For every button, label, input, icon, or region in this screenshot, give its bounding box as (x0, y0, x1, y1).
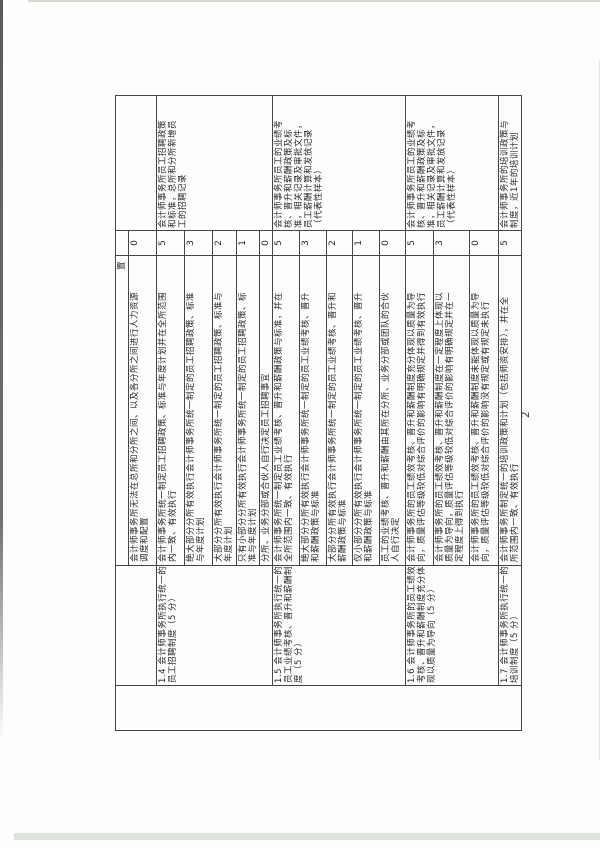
item-cell: 1.6 会计师事务所的员工绩效 考核、晋升和薪酬制度充分体 现以质量为导向（5 … (405, 565, 499, 686)
table-row: 1.4 会计师事务所执行统一的 员工招聘制度（5 分） 会计师事务所统一制定员工招… (156, 95, 273, 731)
item-cell: 1.7 会计师事务所执行统一的 培训制度（5 分） (498, 565, 522, 686)
criteria-cell: 仅小部分分所有效执行会计师事务所统一制定的员工业绩考核、晋升 和薪酬政策与标准 (352, 255, 380, 566)
criteria-cell: 会计师事务所的员工绩效考核、晋升和薪酬制度未能体现以质量为导 向，质量评估等级较… (469, 255, 499, 566)
table-row: 1.5 会计师事务所执行统一的 员工业绩考核、晋升和薪酬制 度（5 分） 会计师事… (272, 95, 406, 731)
scan-edge-bottom (14, 833, 600, 840)
criteria-cell: 会计师事务所无法在总所和分所之间、以及各分所之间进行人力资源 调度和配置 (128, 255, 157, 566)
score-cell (115, 230, 129, 256)
score-cell: 5 (405, 230, 434, 256)
item-cell: 1.4 会计师事务所执行统一的 员工招聘制度（5 分） (156, 565, 273, 686)
score-cell: 5 (156, 230, 185, 256)
evaluation-table: 置会计师事务所无法在总所和分所之间、以及各分所之间进行人力资源 调度和配置 0 1.… (115, 95, 522, 731)
evidence-cell: 会计师事务所员工招聘政策 和标准，总所和分所新增员 工的招聘记录 (156, 95, 273, 231)
category-cell (115, 685, 522, 731)
criteria-cell: 会计师事务所的员工绩效考核、晋升和薪酬制度在一定程度上体现以 质量为导向，质量评… (433, 255, 470, 566)
criteria-cell: 会计师事务所制定统一的培训政策和计划（包括师资安排），并在全 所范围内一致、有效… (498, 255, 522, 566)
evaluation-table-body: 置会计师事务所无法在总所和分所之间、以及各分所之间进行人力资源 调度和配置 0 1.… (115, 95, 522, 731)
criteria-cell: 大部分分所有效执行会计师事务所统一制定的员工业绩考核、晋升和 薪酬政策与标准 (326, 255, 353, 566)
scan-edge-left (0, 0, 3, 740)
scan-edge-top (28, 0, 600, 2)
score-cell: 1 (236, 230, 260, 256)
page-number: 2 (520, 411, 532, 418)
score-cell: 3 (299, 230, 327, 256)
criteria-cell: 只有小部分分所有效执行会计师事务所统一制定的员工招聘政策、标 准与年度计划 (236, 255, 260, 566)
criteria-cell: 会计师事务所统一制定员工招聘政策、标准与年度计划并在全所范围 内一致、有效执行 (156, 255, 185, 566)
criteria-cell: 会计师事务所统一制定员工业绩考核、晋升和薪酬政策与标准，并在 全所范围内一致、有… (272, 255, 300, 566)
score-cell: 1 (352, 230, 380, 256)
score-cell: 0 (259, 230, 273, 256)
item-cell: 1.5 会计师事务所执行统一的 员工业绩考核、晋升和薪酬制 度（5 分） (272, 565, 406, 686)
table-row: 1.6 会计师事务所的员工绩效 考核、晋升和薪酬制度充分体 现以质量为导向（5 … (405, 95, 499, 731)
criteria-cell: 分所、业务分部或合伙人自行决定员工招聘事宜 (259, 255, 273, 566)
score-cell: 3 (184, 230, 213, 256)
score-cell: 2 (326, 230, 353, 256)
table-row: 1.7 会计师事务所执行统一的 培训制度（5 分） 会计师事务所制定统一的培训政策… (498, 95, 522, 731)
score-cell: 0 (469, 230, 499, 256)
score-cell: 5 (272, 230, 300, 256)
score-cell: 0 (128, 230, 157, 256)
table-row: 置 (115, 95, 522, 731)
score-cell: 3 (433, 230, 470, 256)
evidence-cell (115, 95, 157, 231)
criteria-cell: 绝大部分分所有效执行会计师事务所统一制定的员工招聘政策、标准 与年度计划 (184, 255, 213, 566)
evidence-cell: 会计师事务所的培训政策与 制度，近1年的培训计划 (498, 95, 522, 231)
item-cell (115, 565, 157, 686)
criteria-cell: 员工的业绩考核、晋升和薪酬由其所在分所、业务分部或团队的合伙 人自行决定 (379, 255, 406, 566)
score-cell: 0 (379, 230, 406, 256)
criteria-cell: 置 (115, 255, 129, 566)
criteria-cell: 会计师事务所的员工绩效考核、晋升和薪酬制度充分体现以质量为导 向，质量评估等级较… (405, 255, 434, 566)
score-cell: 5 (498, 230, 522, 256)
score-cell: 2 (212, 230, 237, 256)
criteria-cell: 大部分分所有效执行会计师事务所统一制定的员工招聘政策、标准与 年度计划 (212, 255, 237, 566)
evidence-cell: 会计师事务所员工的业绩考 核、晋升和薪酬政策及标 准，相关记录及审批文件， 员工… (272, 95, 406, 231)
evidence-cell: 会计师事务所员工的业绩考 核、晋升和薪酬政策及标 准，相关记录及审批文件， 员工… (405, 95, 499, 231)
criteria-cell: 绝大部分分所有效执行会计师事务所统一制定的员工业绩考核、晋升 和薪酬政策与标准 (299, 255, 327, 566)
